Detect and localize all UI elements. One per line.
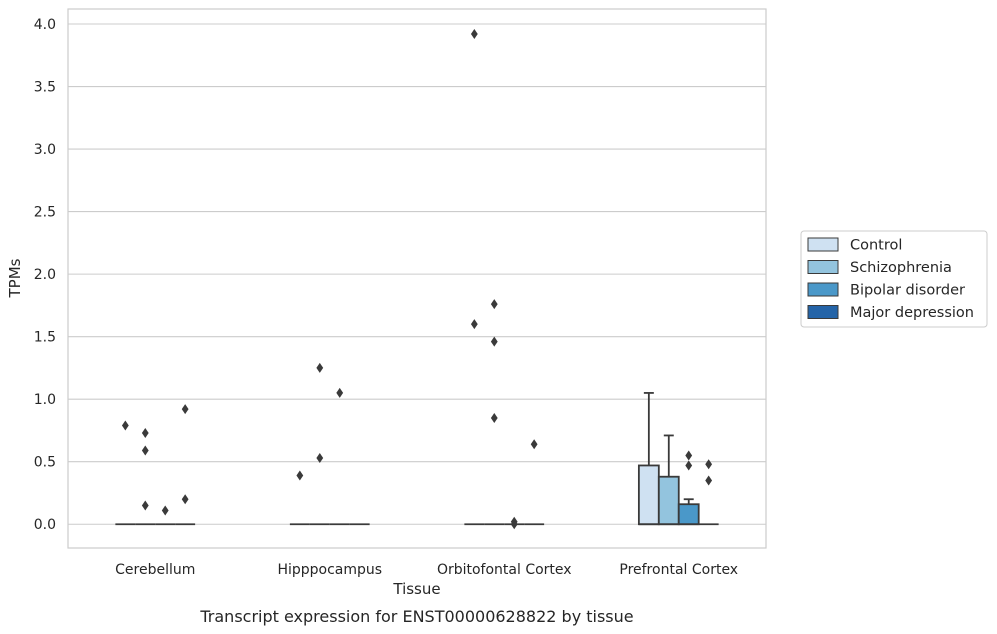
legend: Control Schizophrenia Bipolar disorder Majo… [800,230,988,328]
x-tick-label: Orbitofontal Cortex [437,562,572,578]
legend-item-major-depression: Major depression [807,305,974,321]
legend-swatch [807,305,839,319]
legend-label: Schizophrenia [850,260,952,276]
x-axis-label: Tissue [392,580,440,598]
outlier-point [490,299,498,310]
outlier-points [121,29,713,530]
outlier-point [121,420,129,431]
outlier-point [296,470,304,481]
outlier-point [316,452,324,463]
x-axis-ticks: Cerebellum Hipppocampus Orbitofontal Corte… [115,562,738,578]
y-tick-label: 3.5 [34,80,56,96]
box-bipolar-disorder [677,498,700,526]
outlier-point [705,475,713,486]
legend-swatch [807,260,839,274]
outlier-point [161,505,169,516]
outlier-point [141,427,149,438]
legend-label: Major depression [850,305,974,321]
box-schizophrenia [657,434,680,526]
grid-lines [68,23,766,525]
plot-area-frame [67,8,767,549]
legend-swatch [807,282,839,297]
outlier-point [510,519,518,530]
x-tick-label: Prefrontal Cortex [619,562,738,578]
outlier-point [470,319,478,330]
outlier-point [141,445,149,456]
box-body [657,475,680,526]
x-tick-label: Cerebellum [115,562,195,578]
outlier-point [181,494,189,505]
y-tick-label: 3.0 [34,142,56,158]
outlier-point [336,387,344,398]
box-body [637,464,660,526]
outlier-point [705,459,713,470]
outlier-point [490,412,498,423]
y-tick-label: 2.5 [34,205,56,221]
y-tick-label: 0.0 [34,517,56,533]
x-tick-label: Hipppocampus [277,562,382,578]
outlier-point [685,450,693,461]
outlier-point [470,29,478,40]
legend-label: Bipolar disorder [850,283,965,299]
legend-item-bipolar-disorder: Bipolar disorder [807,282,965,299]
legend-swatch [807,237,839,252]
outlier-point [530,439,538,450]
outlier-point [141,500,149,511]
y-tick-label: 2.0 [34,267,56,283]
legend-item-schizophrenia: Schizophrenia [807,260,952,276]
outlier-point [181,404,189,415]
legend-item-control: Control [807,237,902,254]
box-body [677,503,700,526]
outlier-point [316,362,324,373]
outlier-point [490,336,498,347]
figure-caption: Transcript expression for ENST0000062882… [199,607,633,626]
y-axis-label: TPMs [6,258,24,298]
legend-frame [800,230,988,328]
outlier-point [685,460,693,471]
boxes [115,392,719,526]
y-tick-label: 1.0 [34,392,56,408]
y-tick-label: 4.0 [34,17,56,33]
y-tick-label: 1.5 [34,330,56,346]
y-tick-label: 0.5 [34,455,56,471]
y-axis-ticks: 0.0 0.5 1.0 1.5 2.0 2.5 3.0 3.5 4.0 [34,17,56,533]
legend-label: Control [850,238,902,254]
box-control [637,392,660,526]
